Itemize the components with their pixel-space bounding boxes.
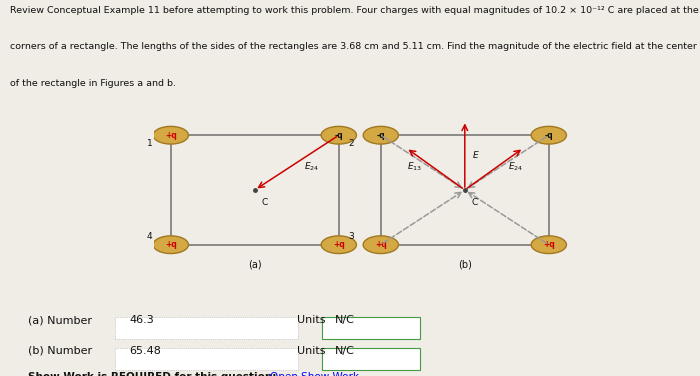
Circle shape (321, 126, 356, 144)
Text: Open Show Work: Open Show Work (270, 372, 358, 376)
Text: Show Work is REQUIRED for this question:: Show Work is REQUIRED for this question: (28, 372, 276, 376)
Text: 1: 1 (147, 139, 153, 148)
Circle shape (531, 236, 566, 253)
Text: +q: +q (165, 131, 176, 140)
FancyBboxPatch shape (322, 317, 420, 339)
Text: (a): (a) (248, 259, 262, 270)
Text: $E_{24}$: $E_{24}$ (508, 161, 523, 173)
Text: Units: Units (298, 315, 326, 325)
Text: $E_{24}$: $E_{24}$ (304, 161, 319, 173)
Text: +q: +q (375, 240, 386, 249)
Text: N/C: N/C (335, 346, 354, 356)
Text: 3: 3 (349, 232, 354, 241)
Text: 4: 4 (147, 232, 153, 241)
Text: $E_{13}$: $E_{13}$ (407, 161, 422, 173)
Text: Units: Units (298, 346, 326, 356)
Text: (b) Number: (b) Number (28, 346, 92, 356)
Text: corners of a rectangle. The lengths of the sides of the rectangles are 3.68 cm a: corners of a rectangle. The lengths of t… (10, 42, 697, 52)
Text: -q: -q (377, 131, 385, 140)
Circle shape (531, 126, 566, 144)
Text: (a) Number: (a) Number (28, 315, 92, 325)
FancyBboxPatch shape (322, 348, 420, 370)
Text: E: E (473, 151, 478, 160)
FancyBboxPatch shape (116, 348, 298, 370)
Text: +q: +q (333, 240, 344, 249)
Circle shape (153, 126, 188, 144)
Text: +q: +q (165, 240, 176, 249)
FancyBboxPatch shape (116, 317, 298, 339)
Circle shape (321, 236, 356, 253)
Text: 65.48: 65.48 (130, 346, 162, 356)
Text: C: C (261, 199, 267, 208)
Text: N/C: N/C (335, 315, 354, 325)
Text: -q: -q (335, 131, 343, 140)
Text: +q: +q (543, 240, 554, 249)
Text: 2: 2 (349, 139, 354, 148)
Text: C: C (471, 199, 477, 208)
Text: (b): (b) (458, 259, 472, 270)
Circle shape (363, 236, 398, 253)
Text: -q: -q (545, 131, 553, 140)
Circle shape (153, 236, 188, 253)
Circle shape (363, 126, 398, 144)
Text: Review Conceptual Example 11 before attempting to work this problem. Four charge: Review Conceptual Example 11 before atte… (10, 6, 699, 15)
Text: 46.3: 46.3 (130, 315, 154, 325)
Text: of the rectangle in Figures a and b.: of the rectangle in Figures a and b. (10, 79, 176, 88)
